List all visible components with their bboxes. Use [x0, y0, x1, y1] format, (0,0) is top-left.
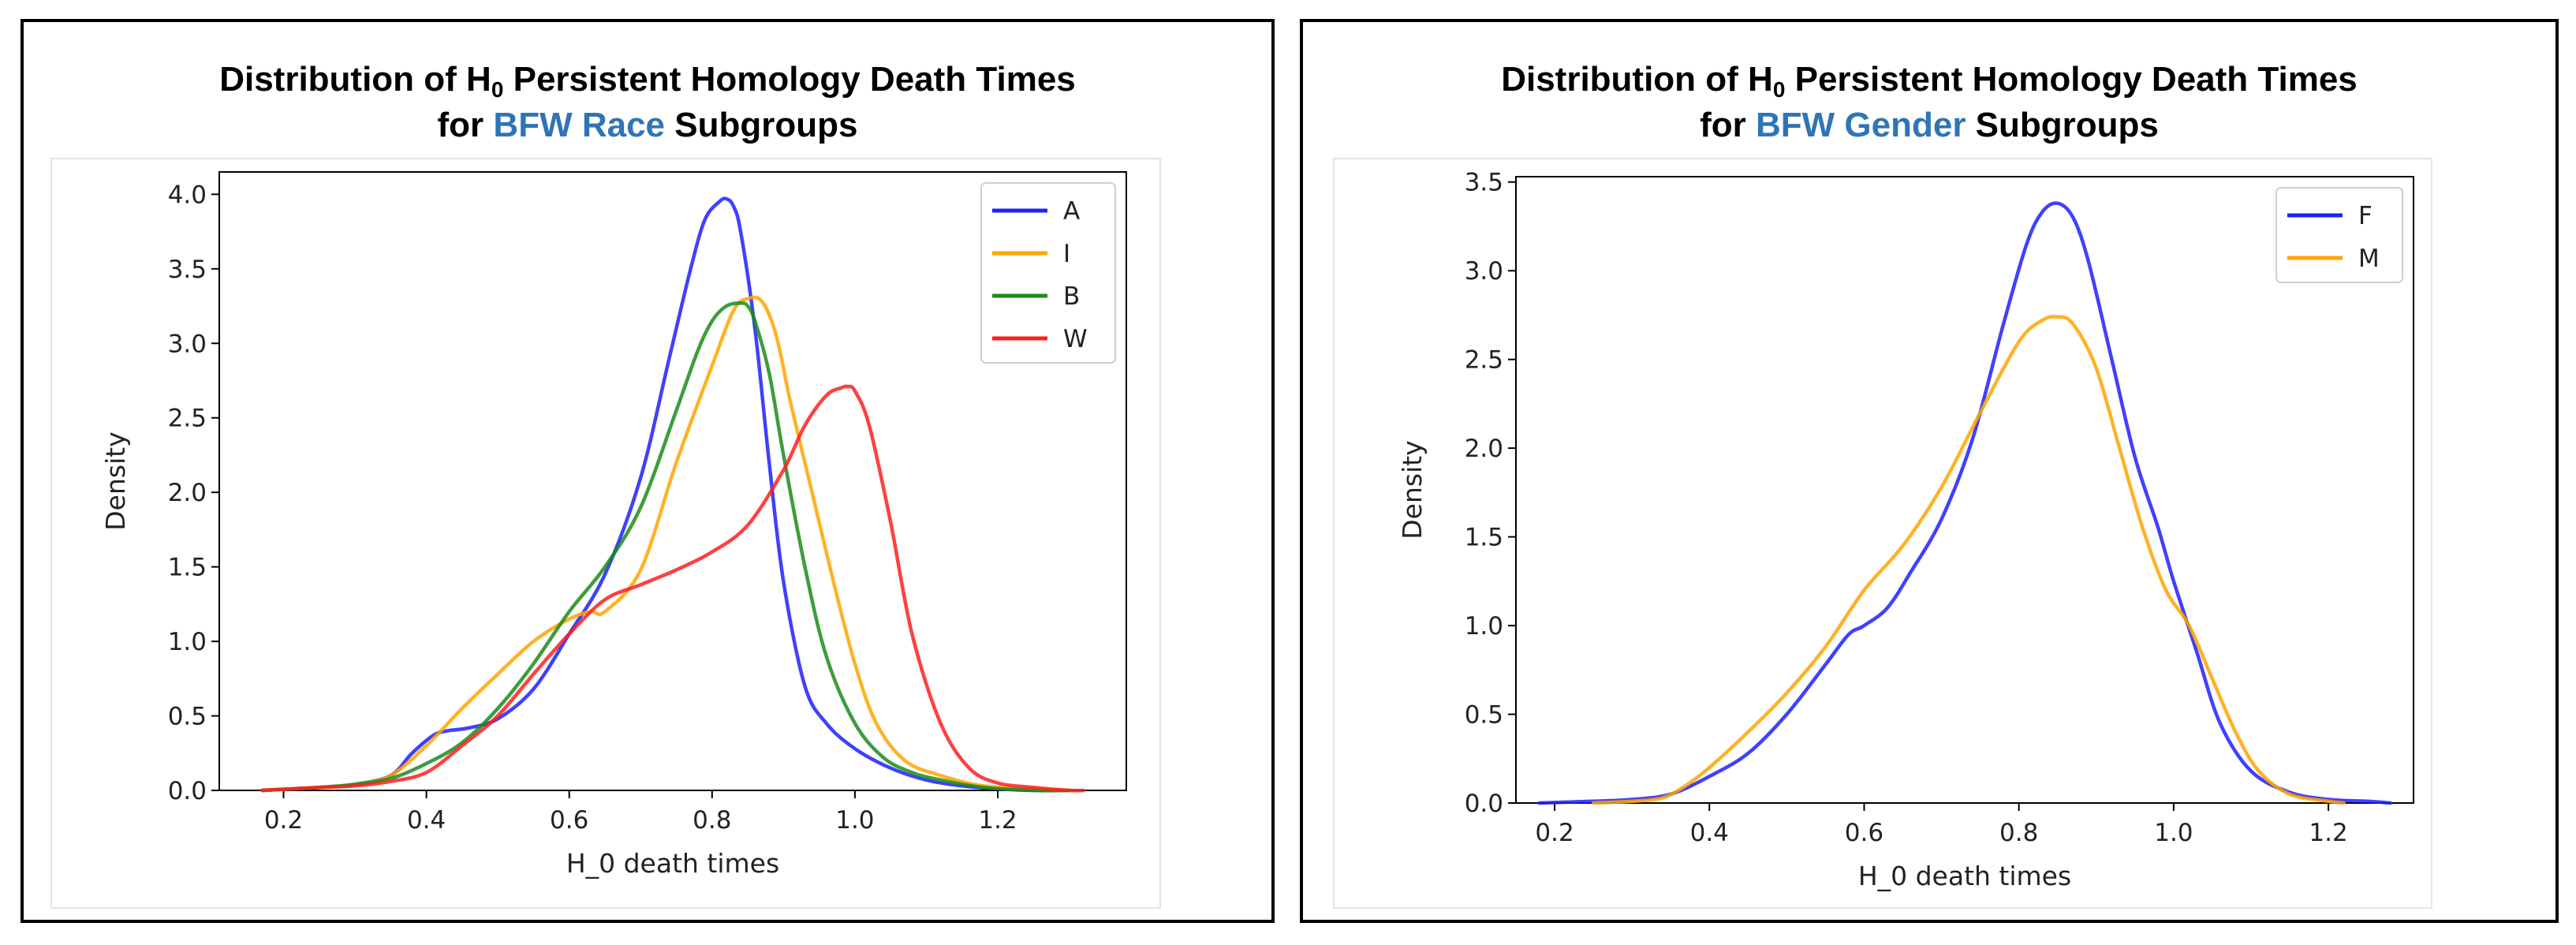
race-x-tick-label: 0.8 [693, 806, 731, 835]
race-x-tick-label: 0.6 [550, 806, 588, 835]
gender-title-highlight: BFW Gender [1756, 106, 1966, 144]
race-x-axis-label: H_0 death times [566, 848, 779, 879]
gender-y-axis-label: Density [1397, 440, 1428, 539]
gender-chart-title: Distribution of H0 Persistent Homology D… [1303, 57, 2555, 148]
race-chart-title: Distribution of H0 Persistent Homology D… [24, 57, 1271, 148]
race-title-part: for [437, 106, 494, 144]
gender-y-tick-label: 2.5 [1465, 346, 1503, 375]
race-title-part: Distribution of H [219, 60, 491, 99]
gender-title-part: Subgroups [1966, 106, 2159, 144]
race-axes-frame [218, 171, 1127, 791]
gender-y-tick-label: 1.5 [1465, 524, 1503, 552]
race-y-tick-label: 4.0 [168, 181, 207, 209]
race-density-plot: 0.2 0.4 0.6 0.8 1.0 1.2 0.0 0.5 1.0 1.5 2.0 2.5 3.0 3… [100, 171, 1127, 879]
race-x-tick-label: 1.0 [835, 806, 874, 835]
race-title-line2: for BFW Race Subgroups [24, 103, 1271, 148]
gender-title-part: Distribution of H [1501, 60, 1773, 99]
race-y-tick-label: 1.5 [168, 554, 207, 582]
race-series-line-w [260, 384, 1085, 793]
gender-legend-label: F [2358, 202, 2373, 230]
race-y-axis-label: Density [100, 431, 131, 530]
gender-x-tick-label: 0.2 [1535, 819, 1574, 847]
race-y-tick-label: 0.0 [168, 777, 207, 805]
race-y-tick-label: 3.5 [168, 256, 207, 284]
race-y-tick-label: 0.5 [168, 703, 207, 731]
race-series-line-i [260, 295, 1071, 793]
gender-legend [2275, 187, 2403, 283]
gender-x-tick-label: 1.2 [2309, 819, 2347, 847]
gender-axes-frame [1515, 176, 2414, 804]
race-plot-area: 0.2 0.4 0.6 0.8 1.0 1.2 0.0 0.5 1.0 1.5 2.0 2.5 3.0 3… [50, 158, 1161, 909]
gender-legend-label: M [2358, 245, 2380, 273]
gender-y-tick-label: 2.0 [1465, 435, 1503, 463]
gender-y-tick-label: 1.0 [1465, 612, 1503, 641]
race-x-tick-label: 0.2 [264, 806, 303, 835]
gender-x-tick-label: 0.6 [1845, 819, 1883, 847]
gender-plot-area: 0.2 0.4 0.6 0.8 1.0 1.2 0.0 0.5 1.0 1.5 2.0 2.5 3.0 3… [1333, 158, 2432, 909]
race-series-line-b [260, 301, 1071, 793]
race-x-tick-label: 0.4 [407, 806, 446, 835]
gender-title-subscript: 0 [1772, 77, 1786, 102]
race-y-tick-label: 3.0 [168, 330, 207, 358]
race-legend-label: I [1063, 240, 1070, 268]
gender-series-line-m [1591, 315, 2346, 805]
race-title-part: Subgroups [665, 106, 858, 144]
gender-title-line1: Distribution of H0 Persistent Homology D… [1303, 57, 2555, 103]
race-y-tick-label: 2.5 [168, 405, 207, 433]
race-title-part: Persistent Homology Death Times [503, 60, 1076, 99]
gender-title-part: Persistent Homology Death Times [1785, 60, 2358, 99]
gender-density-plot: 0.2 0.4 0.6 0.8 1.0 1.2 0.0 0.5 1.0 1.5 2.0 2.5 3.0 3… [1397, 169, 2414, 891]
gender-y-tick-label: 0.0 [1465, 790, 1503, 818]
gender-x-axis-label: H_0 death times [1858, 861, 2071, 891]
gender-y-tick-label: 3.5 [1465, 169, 1503, 197]
race-y-tick-label: 1.0 [168, 628, 207, 656]
gender-title-part: for [1700, 106, 1756, 144]
race-series-line-a [260, 196, 1071, 793]
gender-y-tick-label: 0.5 [1465, 701, 1503, 730]
race-title-subscript: 0 [491, 77, 504, 102]
gender-y-tick-label: 3.0 [1465, 257, 1503, 286]
race-legend-label: A [1063, 197, 1080, 226]
race-title-line1: Distribution of H0 Persistent Homology D… [24, 57, 1271, 103]
gender-x-tick-label: 1.0 [2154, 819, 2193, 847]
gender-x-tick-label: 0.8 [1999, 819, 2038, 847]
gender-chart-panel: Distribution of H0 Persistent Homology D… [1300, 19, 2559, 923]
race-legend [980, 182, 1116, 364]
race-legend-label: W [1063, 325, 1088, 353]
race-chart-panel: Distribution of H0 Persistent Homology D… [21, 19, 1275, 923]
gender-series-line-f [1537, 201, 2392, 805]
race-title-highlight: BFW Race [493, 106, 666, 144]
race-legend-label: B [1063, 282, 1080, 311]
race-x-tick-label: 1.2 [978, 806, 1017, 835]
gender-x-tick-label: 0.4 [1690, 819, 1729, 847]
gender-title-line2: for BFW Gender Subgroups [1303, 103, 2555, 148]
race-y-tick-label: 2.0 [168, 479, 207, 507]
